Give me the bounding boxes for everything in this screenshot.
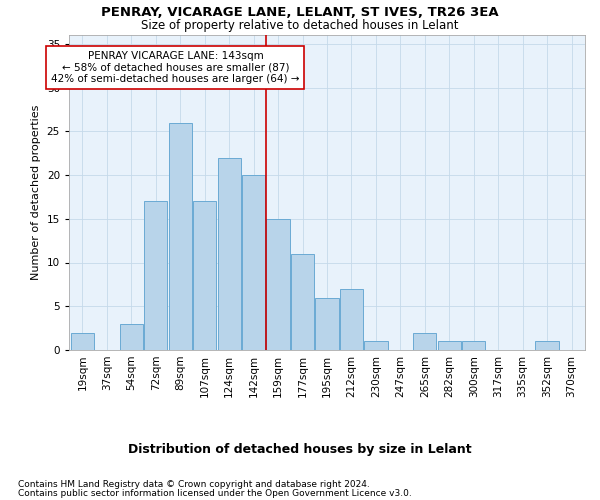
Bar xyxy=(437,342,461,350)
Bar xyxy=(266,219,290,350)
Text: Size of property relative to detached houses in Lelant: Size of property relative to detached ho… xyxy=(141,18,459,32)
Text: Distribution of detached houses by size in Lelant: Distribution of detached houses by size … xyxy=(128,442,472,456)
Bar xyxy=(316,298,338,350)
Bar xyxy=(71,332,94,350)
Bar xyxy=(535,342,559,350)
Y-axis label: Number of detached properties: Number of detached properties xyxy=(31,105,41,280)
Bar xyxy=(462,342,485,350)
Text: Contains HM Land Registry data © Crown copyright and database right 2024.: Contains HM Land Registry data © Crown c… xyxy=(18,480,370,489)
Bar xyxy=(340,289,363,350)
Bar xyxy=(144,201,167,350)
Bar xyxy=(413,332,436,350)
Text: Contains public sector information licensed under the Open Government Licence v3: Contains public sector information licen… xyxy=(18,489,412,498)
Bar xyxy=(291,254,314,350)
Bar xyxy=(169,122,192,350)
Bar xyxy=(218,158,241,350)
Bar xyxy=(193,201,217,350)
Text: PENRAY, VICARAGE LANE, LELANT, ST IVES, TR26 3EA: PENRAY, VICARAGE LANE, LELANT, ST IVES, … xyxy=(101,6,499,19)
Bar xyxy=(242,175,265,350)
Text: PENRAY VICARAGE LANE: 143sqm
← 58% of detached houses are smaller (87)
42% of se: PENRAY VICARAGE LANE: 143sqm ← 58% of de… xyxy=(51,51,299,84)
Bar xyxy=(364,342,388,350)
Bar xyxy=(120,324,143,350)
